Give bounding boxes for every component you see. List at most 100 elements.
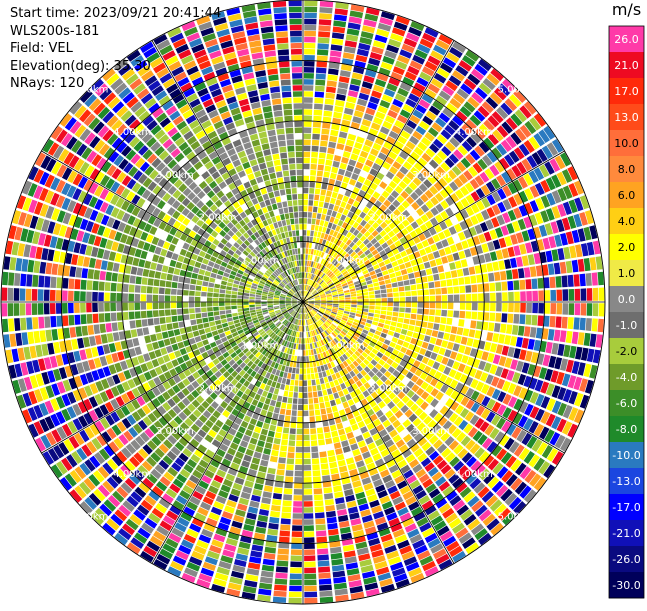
range-gate <box>416 315 422 321</box>
range-gate <box>93 281 99 291</box>
range-gate <box>153 287 159 294</box>
range-gate <box>436 303 442 309</box>
range-gate <box>293 507 302 513</box>
range-gate <box>304 158 310 164</box>
range-gate <box>304 561 316 567</box>
range-gate <box>98 292 104 301</box>
range-gate <box>304 549 315 555</box>
range-gate <box>286 464 294 470</box>
range-gate <box>231 302 237 305</box>
range-gate <box>291 416 297 422</box>
range-gate <box>292 404 297 410</box>
range-gate <box>177 303 183 309</box>
range-gate <box>304 586 317 592</box>
range-gate <box>439 273 446 280</box>
range-gate <box>427 275 433 282</box>
range-gate <box>8 272 14 285</box>
range-gate <box>74 279 80 289</box>
range-gate <box>304 79 314 85</box>
range-gate <box>319 19 332 25</box>
range-gate <box>154 279 160 286</box>
range-gate <box>415 320 421 326</box>
range-gate <box>303 350 305 356</box>
range-gate <box>177 289 183 295</box>
range-gate <box>550 290 556 301</box>
range-gate <box>281 439 288 445</box>
range-gate <box>283 427 289 433</box>
range-gate <box>62 315 68 326</box>
range-gate <box>434 281 440 288</box>
range-gate <box>304 43 315 49</box>
range-gate <box>307 230 310 236</box>
range-gate <box>598 272 604 285</box>
range-gate <box>93 314 99 324</box>
range-gate <box>537 315 543 326</box>
range-gate <box>202 313 208 318</box>
range-gate <box>440 317 446 324</box>
range-gate <box>309 188 314 194</box>
range-gate <box>189 308 195 313</box>
range-gate <box>208 312 214 317</box>
range-gate <box>289 386 294 392</box>
range-gate <box>319 7 332 13</box>
range-gate <box>308 386 312 392</box>
range-gate <box>190 285 196 291</box>
range-gate <box>106 272 113 281</box>
range-gate <box>300 362 303 368</box>
range-gate <box>318 31 330 37</box>
range-gate <box>319 578 332 584</box>
range-gate <box>476 321 482 329</box>
range-gate <box>289 586 302 592</box>
range-gate <box>310 170 316 176</box>
range-gate <box>195 291 201 296</box>
range-gate <box>213 293 219 297</box>
range-gate <box>100 271 107 280</box>
range-gate <box>494 323 501 332</box>
range-gate <box>171 289 177 295</box>
range-gate <box>311 152 318 158</box>
range-gate <box>452 278 458 285</box>
range-gate <box>513 280 519 290</box>
range-gate <box>304 19 316 25</box>
range-gate <box>488 273 494 282</box>
range-gate <box>549 277 555 288</box>
range-gate <box>122 303 128 311</box>
range-gate <box>159 303 165 309</box>
range-gate <box>44 276 50 288</box>
range-gate <box>411 285 417 291</box>
range-gate <box>219 307 225 311</box>
range-gate <box>124 275 130 283</box>
range-gate <box>283 494 292 500</box>
range-gate <box>274 438 281 445</box>
range-gate <box>281 518 291 524</box>
range-gate <box>304 580 316 586</box>
range-gate <box>50 316 56 327</box>
range-gate <box>304 91 313 97</box>
range-gate <box>325 499 334 506</box>
range-gate <box>20 288 26 300</box>
range-gate <box>592 318 598 331</box>
range-gate <box>561 317 567 329</box>
range-gate <box>87 280 93 290</box>
range-gate <box>287 452 294 458</box>
range-gate <box>304 447 311 453</box>
range-gate <box>316 61 327 67</box>
range-gate <box>317 171 323 177</box>
range-gate <box>495 282 501 291</box>
range-gate <box>459 311 465 318</box>
range-gate <box>141 286 147 293</box>
range-gate <box>310 416 316 422</box>
range-gate <box>274 585 287 591</box>
range-gate <box>171 296 177 302</box>
range-gate <box>319 451 326 457</box>
range-gate <box>303 393 307 399</box>
range-gate <box>323 111 332 117</box>
range-gate <box>357 302 363 305</box>
range-gate <box>339 300 345 302</box>
range-gate <box>279 451 286 457</box>
range-gate <box>225 298 231 301</box>
range-gate <box>567 275 573 287</box>
range-gate <box>325 438 332 445</box>
range-gate <box>575 289 581 301</box>
range-gate <box>587 288 593 301</box>
